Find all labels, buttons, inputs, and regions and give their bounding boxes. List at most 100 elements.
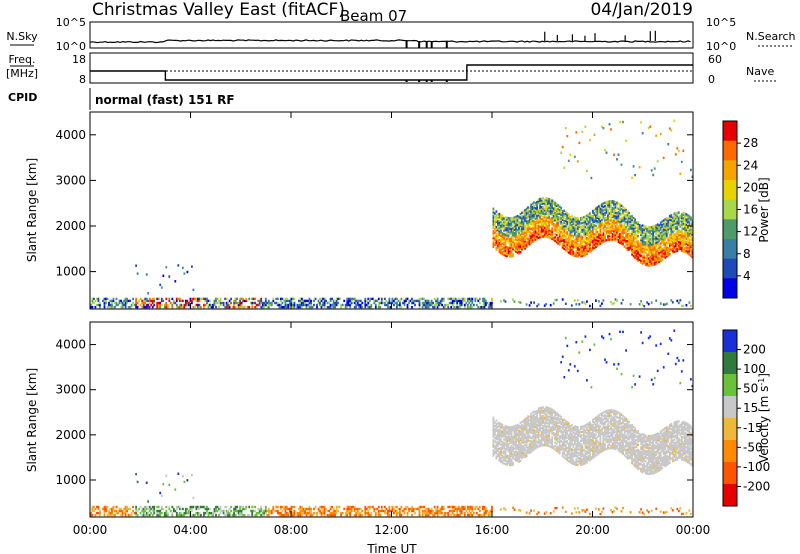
data-cell [178, 305, 181, 309]
data-cell [552, 238, 555, 241]
data-cell [583, 245, 585, 248]
data-cell [521, 425, 523, 429]
data-cell [533, 211, 535, 214]
data-cell [690, 247, 692, 250]
data-cell [650, 244, 653, 248]
data-cell [515, 455, 517, 458]
data-cell [674, 236, 677, 239]
data-cell [228, 507, 231, 511]
data-cell [658, 253, 661, 257]
data-cell [515, 234, 517, 238]
data-cell [304, 301, 306, 305]
data-cell [533, 216, 535, 220]
data-cell [198, 507, 201, 511]
data-cell [656, 242, 659, 245]
data-cell [592, 244, 594, 247]
data-cell [619, 208, 621, 211]
data-cell [463, 297, 466, 301]
data-cell [168, 297, 171, 301]
data-cell [552, 214, 555, 217]
data-cell [254, 505, 257, 509]
data-cell [374, 513, 377, 517]
data-cell [151, 513, 154, 517]
data-cell [650, 258, 653, 262]
data-cell [637, 228, 639, 231]
data-cell [563, 221, 566, 225]
data-cell [554, 448, 557, 451]
data-cell [135, 297, 137, 301]
data-cell [677, 301, 680, 305]
data-cell [454, 513, 457, 517]
data-cell [519, 240, 522, 243]
data-cell [264, 507, 267, 511]
data-cell [587, 222, 590, 225]
data-cell [690, 249, 692, 252]
data-cell [433, 303, 436, 307]
data-cell [620, 235, 623, 239]
data-cell [148, 301, 151, 305]
data-cell [551, 417, 554, 420]
data-cell [377, 303, 380, 307]
data-cell [661, 248, 664, 251]
data-cell [525, 228, 528, 231]
data-cell [682, 220, 685, 223]
data-cell [590, 238, 593, 242]
data-cell [519, 437, 522, 440]
data-cell [215, 297, 217, 301]
data-cell [270, 509, 273, 513]
data-cell [563, 244, 566, 247]
data-cell [477, 305, 480, 309]
data-cell [310, 301, 312, 305]
data-cell [390, 509, 392, 513]
data-cell [691, 226, 693, 229]
data-cell [509, 458, 511, 461]
data-cell [233, 507, 235, 511]
data-cell [674, 234, 677, 237]
data-cell [494, 445, 496, 448]
data-cell [283, 507, 285, 511]
data-cell [545, 416, 548, 419]
data-cell [690, 254, 692, 257]
data-cell [545, 432, 548, 435]
data-cell [555, 216, 558, 220]
data-cell [391, 299, 394, 303]
data-cell [584, 229, 587, 232]
data-cell [583, 233, 585, 236]
data-cell [234, 301, 237, 305]
data-cell [521, 427, 523, 430]
data-cell [670, 299, 673, 302]
data-cell [503, 455, 505, 458]
data-cell [557, 221, 560, 224]
data-cell [228, 511, 231, 515]
data-cell [528, 431, 531, 434]
data-cell [563, 209, 566, 212]
data-cell [661, 251, 664, 254]
data-cell [515, 231, 517, 234]
data-cell [569, 224, 572, 228]
data-cell [310, 305, 312, 309]
data-cell [573, 254, 576, 257]
data-cell [194, 513, 196, 517]
data-cell [411, 299, 413, 303]
data-cell [136, 305, 139, 309]
data-cell [540, 437, 543, 440]
data-cell [671, 230, 674, 233]
data-cell [506, 223, 508, 227]
data-cell [492, 240, 495, 243]
data-cell [583, 226, 585, 229]
data-cell [564, 235, 567, 238]
data-cell [652, 242, 655, 246]
data-cell [545, 211, 548, 214]
data-cell [178, 299, 181, 303]
data-cell [123, 299, 125, 303]
data-cell [192, 513, 195, 517]
data-cell [145, 507, 148, 511]
data-cell [558, 445, 561, 448]
data-cell [474, 505, 477, 509]
data-cell [542, 205, 545, 209]
data-cell [495, 239, 498, 243]
data-cell [581, 240, 584, 244]
data-cell [310, 513, 312, 517]
data-cell [522, 453, 525, 457]
data-cell [492, 218, 495, 221]
